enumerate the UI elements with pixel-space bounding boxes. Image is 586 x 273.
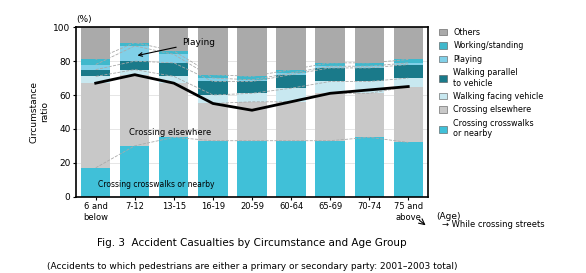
Bar	[394, 64, 423, 78]
Bar	[159, 137, 189, 197]
Bar	[237, 80, 267, 81]
Bar	[355, 93, 384, 137]
Bar	[237, 102, 267, 141]
Bar	[355, 68, 384, 81]
Text: (%): (%)	[76, 15, 92, 24]
Bar	[198, 27, 227, 75]
Bar	[277, 27, 306, 70]
Bar	[277, 70, 306, 73]
Bar	[315, 66, 345, 68]
Bar	[237, 81, 267, 93]
Bar	[159, 27, 189, 51]
Bar	[159, 76, 189, 83]
Bar	[159, 51, 189, 54]
Text: (Age): (Age)	[437, 212, 461, 221]
Bar	[120, 43, 149, 46]
Bar	[237, 141, 267, 197]
Text: → While crossing streets: → While crossing streets	[442, 220, 545, 229]
Bar	[315, 93, 345, 141]
Bar	[81, 70, 110, 76]
Bar	[198, 103, 227, 141]
Bar	[81, 60, 110, 64]
Bar	[237, 27, 267, 76]
Bar	[277, 141, 306, 197]
Bar	[315, 141, 345, 197]
Bar	[81, 76, 110, 83]
Bar	[277, 73, 306, 75]
Text: Crossing elsewhere: Crossing elsewhere	[129, 128, 211, 137]
Bar	[120, 146, 149, 197]
Bar	[159, 54, 189, 63]
Bar	[315, 81, 345, 93]
Text: Playing: Playing	[139, 38, 214, 56]
Bar	[120, 61, 149, 70]
Bar	[277, 88, 306, 102]
Bar	[355, 66, 384, 68]
Bar	[394, 27, 423, 60]
Bar	[81, 83, 110, 168]
Bar	[394, 78, 423, 87]
Bar	[237, 76, 267, 80]
Bar	[198, 78, 227, 81]
Bar	[198, 141, 227, 197]
Bar	[277, 102, 306, 141]
Text: Crossing crosswalks or nearby: Crossing crosswalks or nearby	[98, 180, 214, 189]
Bar	[355, 81, 384, 93]
Text: Fig. 3  Accident Casualties by Circumstance and Age Group: Fig. 3 Accident Casualties by Circumstan…	[97, 238, 407, 248]
Bar	[355, 63, 384, 66]
Bar	[355, 27, 384, 63]
Bar	[198, 81, 227, 95]
Bar	[81, 64, 110, 70]
Bar	[277, 75, 306, 88]
Bar	[394, 60, 423, 63]
Bar	[120, 75, 149, 146]
Bar	[315, 63, 345, 66]
Bar	[315, 27, 345, 63]
Y-axis label: Circumstance
ratio: Circumstance ratio	[29, 81, 49, 143]
Bar	[198, 75, 227, 78]
Bar	[355, 137, 384, 197]
Bar	[394, 87, 423, 143]
Bar	[159, 83, 189, 137]
Bar	[237, 93, 267, 102]
Bar	[394, 63, 423, 64]
Text: (Accidents to which pedestrians are either a primary or secondary party: 2001–20: (Accidents to which pedestrians are eith…	[47, 262, 457, 271]
Bar	[315, 68, 345, 81]
Bar	[159, 63, 189, 76]
Bar	[198, 95, 227, 103]
Bar	[120, 27, 149, 43]
Legend: Others, Working/standing, Playing, Walking parallel
to vehicle, Walking facing v: Others, Working/standing, Playing, Walki…	[439, 28, 544, 138]
Bar	[394, 143, 423, 197]
Bar	[81, 168, 110, 197]
Bar	[120, 70, 149, 75]
Bar	[81, 27, 110, 60]
Bar	[120, 46, 149, 61]
